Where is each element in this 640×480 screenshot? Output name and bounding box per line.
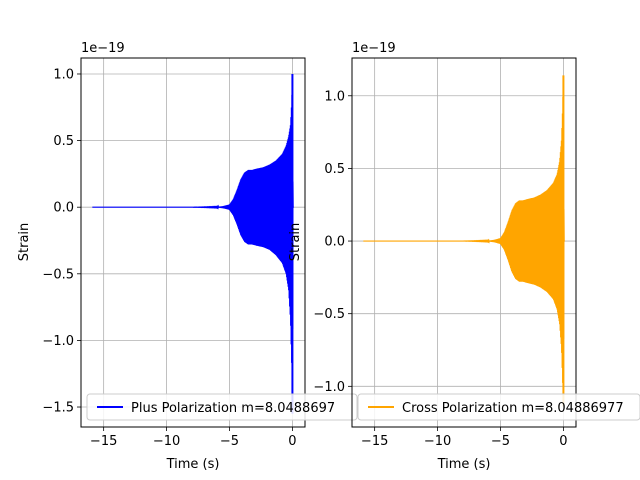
left-y-tick-label: −1.0 [42,334,74,349]
left-y-axis-label: Strain [17,223,32,262]
right-x-tick-label: 0 [559,434,567,449]
left-y-tick-label: 0.5 [53,134,74,149]
left-waveform-line [92,75,294,396]
right-x-axis-label: Time (s) [437,457,491,472]
right-y-tick-label: 0.5 [324,162,345,177]
right-y-tick-label: 0.0 [324,235,345,250]
left-y-tick-label: −1.5 [42,401,74,416]
right-y-tick-label: −0.5 [313,307,345,322]
right-x-tick-label: −5 [491,434,510,449]
right-legend: Cross Polarization m=8.04886977 [357,393,640,421]
left-axes-frame [80,57,306,428]
right-plot-data [363,75,565,407]
right-legend-box [357,393,640,421]
right-offset-text: 1e−19 [352,41,396,56]
left-ticks: −15 −10 −5 0 −1.5 −1.0 −0.5 0.0 0.5 1.0 [42,67,296,449]
right-y-axis-label: Strain [288,223,303,262]
right-y-tick-label: 1.0 [324,89,345,104]
left-y-tick-label: −0.5 [42,267,74,282]
left-legend-box [86,393,358,421]
left-x-axis-label: Time (s) [166,457,220,472]
right-waveform-line [363,77,565,399]
right-axes-frame [351,57,577,428]
left-x-tick-label: −10 [153,434,180,449]
plus-polarization-subplot: 1e−19 Strain Time (s) −15 −10 −5 0−1.5−1.0−… [17,41,358,472]
left-y-tick-label: 0.0 [53,201,74,216]
left-x-tick-label: 0 [288,434,296,449]
right-legend-label: Cross Polarization m=8.04886977 [402,401,624,416]
right-y-tick-label: −1.0 [313,380,345,395]
left-y-tick-label: 1.0 [53,67,74,82]
right-x-tick-label: −10 [424,434,451,449]
left-legend: Plus Polarization m=8.0488697 [86,393,358,421]
left-legend-label: Plus Polarization m=8.0488697 [131,401,335,416]
cross-polarization-subplot: 1e−19 Time (s) −15 −10 −5 0 −1.0 −0.5 0.0 0.5 1.… [288,41,640,472]
left-x-tick-label: −5 [220,434,239,449]
right-ticks: −15 −10 −5 0 −1.0 −0.5 0.0 0.5 1.0 [313,89,567,449]
right-x-tick-label: −15 [361,434,388,449]
left-x-tick-label: −15 [90,434,117,449]
left-plot-data [92,73,294,414]
left-offset-text: 1e−19 [81,41,125,56]
